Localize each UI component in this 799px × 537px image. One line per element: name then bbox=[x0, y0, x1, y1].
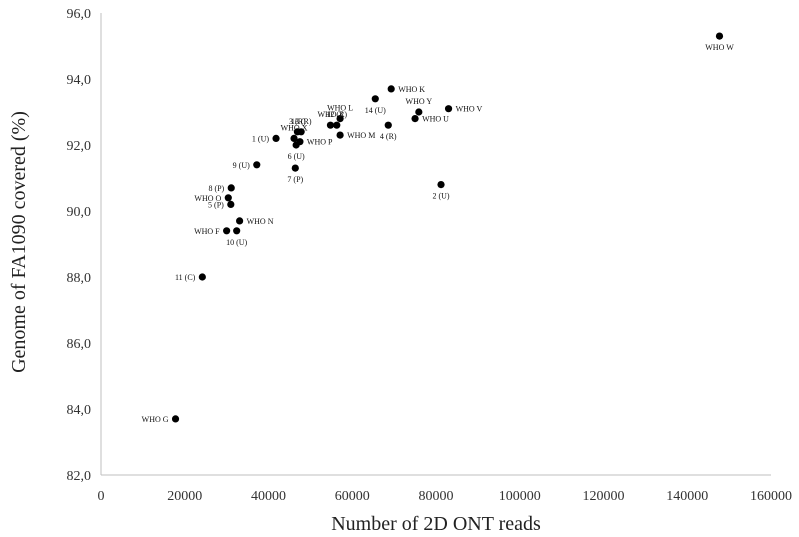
data-point bbox=[253, 161, 261, 169]
data-point bbox=[387, 85, 395, 93]
x-axis-ticks: 0 20000 40000 60000 80000 100000 120000 140000 1… bbox=[98, 489, 793, 504]
y-tick-label: 86,0 bbox=[67, 337, 92, 352]
x-tick-label: 80000 bbox=[419, 489, 454, 504]
x-tick-label: 160000 bbox=[750, 489, 792, 504]
data-label: WHO V bbox=[456, 105, 483, 114]
x-axis-title: Number of 2D ONT reads bbox=[331, 513, 541, 535]
data-point bbox=[290, 134, 298, 142]
x-tick-label: 40000 bbox=[251, 489, 286, 504]
data-label: 3 (R) bbox=[289, 117, 306, 126]
data-point bbox=[227, 200, 235, 208]
data-point bbox=[171, 415, 180, 423]
axes bbox=[100, 13, 771, 476]
data-label: WHO L bbox=[327, 104, 353, 113]
data-label: WHO P bbox=[307, 138, 333, 147]
data-point bbox=[292, 141, 300, 149]
data-label: 10 (U) bbox=[226, 238, 247, 247]
data-label: WHO Z bbox=[317, 110, 343, 119]
data-label: WHO W bbox=[705, 43, 734, 52]
data-point bbox=[227, 184, 235, 192]
x-tick-label: 140000 bbox=[666, 489, 708, 504]
y-tick-label: 90,0 bbox=[67, 205, 92, 220]
x-tick-label: 120000 bbox=[583, 489, 625, 504]
x-tick-label: 60000 bbox=[335, 489, 370, 504]
x-tick-label: 0 bbox=[98, 489, 105, 504]
data-label: 14 (U) bbox=[365, 106, 386, 115]
x-tick-label: 100000 bbox=[499, 489, 541, 504]
data-label: 9 (U) bbox=[233, 161, 250, 170]
y-tick-label: 94,0 bbox=[67, 73, 92, 88]
y-tick-label: 88,0 bbox=[67, 271, 92, 286]
data-points bbox=[171, 32, 724, 423]
data-point bbox=[715, 32, 724, 40]
data-point bbox=[336, 115, 344, 123]
point-labels: WHO W WHO K 14 (U) WHO L12 (R)WHO Z WHO M 13 … bbox=[142, 43, 735, 424]
data-point bbox=[198, 273, 206, 281]
data-point bbox=[411, 115, 419, 123]
data-label: WHO F bbox=[194, 227, 220, 236]
data-label: 2 (U) bbox=[432, 192, 449, 201]
data-point bbox=[224, 194, 232, 202]
data-label: WHO M bbox=[347, 131, 375, 140]
data-point bbox=[437, 181, 445, 189]
data-point bbox=[371, 95, 379, 103]
data-label: WHO O bbox=[194, 194, 221, 203]
x-tick-label: 20000 bbox=[167, 489, 202, 504]
y-axis-ticks: 82,0 84,0 86,0 88,0 90,0 92,0 94,0 96,0 bbox=[67, 7, 92, 484]
data-point bbox=[272, 134, 280, 142]
y-tick-label: 96,0 bbox=[67, 7, 92, 22]
data-label: 1 (U) bbox=[252, 134, 269, 143]
data-label: 5 (P) bbox=[208, 200, 224, 209]
data-point bbox=[384, 121, 392, 129]
data-label: 11 (C) bbox=[175, 273, 196, 282]
data-label: WHO G bbox=[142, 415, 169, 424]
y-tick-label: 82,0 bbox=[67, 469, 92, 484]
data-point bbox=[336, 131, 344, 139]
data-label: 12 (R) bbox=[326, 110, 347, 119]
data-label: 8 (P) bbox=[208, 184, 224, 193]
data-point bbox=[293, 128, 301, 136]
y-tick-label: 84,0 bbox=[67, 403, 92, 418]
data-label: 6 (U) bbox=[288, 152, 305, 161]
y-axis-title: Genome of FA1090 covered (%) bbox=[8, 111, 30, 373]
data-label: 13 (R) bbox=[291, 117, 312, 126]
data-point bbox=[326, 121, 335, 129]
data-label: WHO Y bbox=[406, 97, 433, 106]
data-label: WHO X bbox=[281, 123, 308, 132]
data-label: 4 (R) bbox=[380, 132, 397, 141]
data-point bbox=[415, 108, 423, 116]
data-point bbox=[333, 121, 341, 129]
data-point bbox=[233, 227, 241, 235]
data-point bbox=[223, 227, 231, 235]
y-tick-label: 92,0 bbox=[67, 139, 92, 154]
data-label: 7 (P) bbox=[287, 175, 303, 184]
data-point bbox=[291, 164, 299, 172]
data-label: WHO U bbox=[422, 115, 449, 124]
data-point bbox=[444, 105, 453, 113]
data-label: WHO N bbox=[247, 217, 274, 226]
data-point bbox=[236, 217, 244, 225]
data-label: WHO K bbox=[398, 85, 425, 94]
